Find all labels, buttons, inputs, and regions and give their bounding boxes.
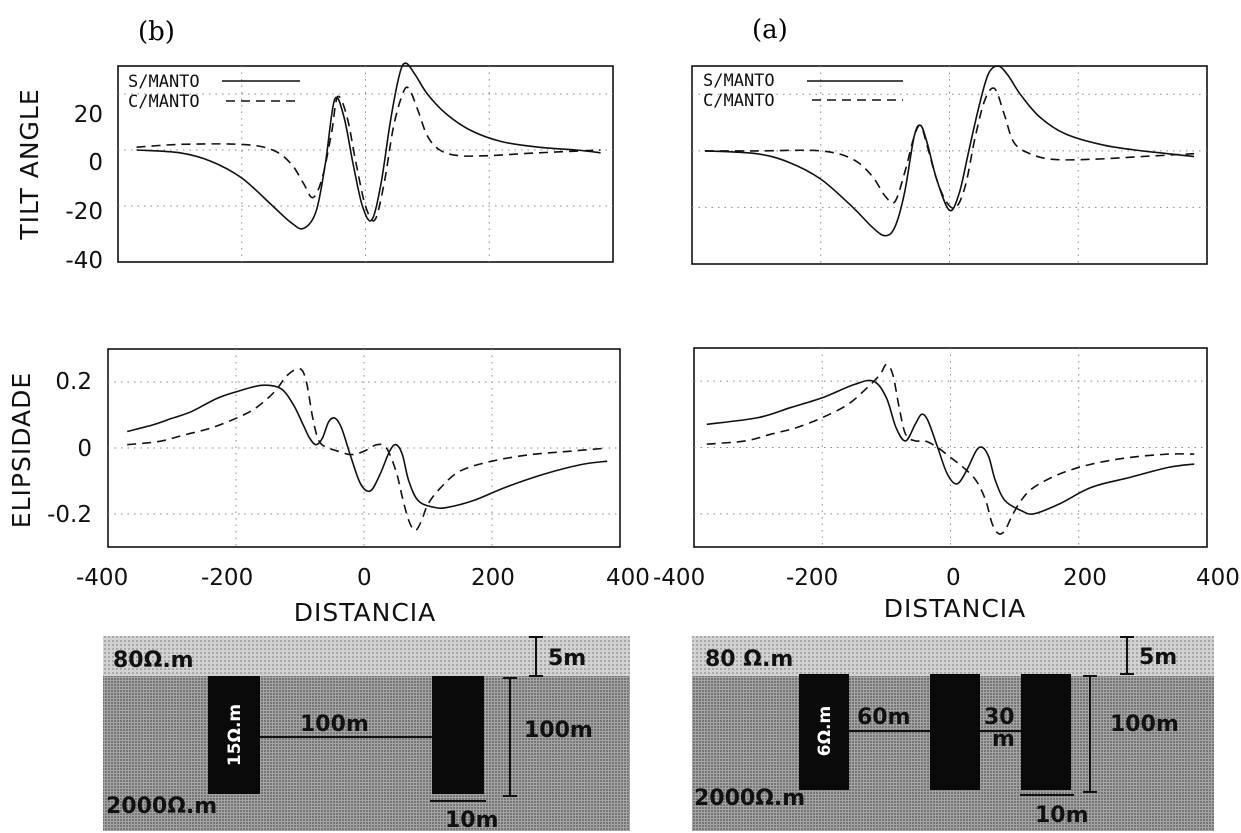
model-diagram-a: 80 Ω.m 2000Ω.m 6Ω.m 60m 30 m 5m 100m 10m <box>692 636 1214 831</box>
width-label: 10m <box>1035 803 1089 828</box>
elip-b-series <box>127 367 608 532</box>
elip-ytick: -0.2 <box>47 502 92 528</box>
legend-label-solid: S/MANTO <box>128 72 200 92</box>
elip-a-series <box>706 363 1195 535</box>
tilt-ytick: -20 <box>65 199 103 225</box>
legend-label-solid: S/MANTO <box>703 71 775 91</box>
spacing2-unit: m <box>992 727 1015 752</box>
elip-y-title: ELIPSIDADE <box>7 372 36 528</box>
spacing-label: 100m <box>300 712 369 737</box>
spacing-label: 60m <box>857 705 911 730</box>
tilt-ytick: -40 <box>65 248 103 274</box>
host-resistivity: 2000Ω.m <box>694 786 805 811</box>
elip-a-series-solid <box>706 379 1195 515</box>
tilt-ytick: 0 <box>88 150 103 176</box>
elip-chart-a: -400 -200 0 200 400 DISTANCIA <box>653 347 1240 623</box>
elip-b-xtick: 0 <box>357 565 372 591</box>
tilt-b-series <box>136 62 601 230</box>
tilt-a-legend: S/MANTO C/MANTO <box>703 71 903 111</box>
conductor-body <box>1021 674 1071 790</box>
thickness-label: 5m <box>548 646 586 671</box>
elip-b-grid <box>108 349 620 547</box>
elip-b-series-solid <box>127 384 608 510</box>
model-diagram-b: 80Ω.m 2000Ω.m 15Ω.m 100m 5m 100m 10m <box>103 636 630 833</box>
overburden-resistivity: 80Ω.m <box>113 648 194 673</box>
elip-a-xtick: 0 <box>946 565 961 591</box>
elip-a-x-title: DISTANCIA <box>884 594 1027 623</box>
tilt-chart-b: TILT ANGLE 20 0 -20 -40 S/MANTO C/MANTO <box>15 62 614 274</box>
elip-a-xtick: -200 <box>786 565 838 591</box>
tilt-b-legend: S/MANTO C/MANTO <box>128 72 300 112</box>
conductor-body <box>208 676 260 794</box>
elip-a-xtick: -400 <box>653 565 705 591</box>
conductor-body <box>432 676 484 794</box>
elip-ytick: 0 <box>77 436 92 462</box>
tilt-ytick: 20 <box>74 102 103 128</box>
tilt-y-title: TILT ANGLE <box>15 88 44 240</box>
tilt-chart-a: S/MANTO C/MANTO <box>691 65 1208 265</box>
elip-b-xtick: -200 <box>201 565 253 591</box>
conductor-body <box>799 674 849 790</box>
tilt-a-grid <box>692 66 1207 264</box>
spacing2-label: 30 <box>984 705 1015 730</box>
conductor-resistivity: 15Ω.m <box>225 704 245 766</box>
conductor-body <box>930 674 980 790</box>
tilt-a-series <box>704 65 1195 237</box>
elip-b-series-dashed <box>127 367 608 532</box>
elip-b-xtick: 200 <box>471 565 515 591</box>
elip-b-xtick: -400 <box>76 565 128 591</box>
thickness-label: 5m <box>1139 645 1177 670</box>
legend-label-dashed: C/MANTO <box>128 92 200 112</box>
overburden-layer <box>103 636 630 676</box>
elip-a-xtick: 400 <box>1196 565 1240 591</box>
depth-label: 100m <box>524 718 593 743</box>
depth-label: 100m <box>1110 712 1179 737</box>
overburden-resistivity: 80 Ω.m <box>705 647 793 672</box>
tilt-b-series-dashed <box>136 86 601 222</box>
elip-a-grid <box>694 348 1207 547</box>
tilt-b-series-solid <box>136 62 601 230</box>
tilt-a-series-solid <box>704 65 1195 237</box>
width-label: 10m <box>445 808 499 833</box>
host-rock <box>103 676 630 831</box>
legend-label-dashed: C/MANTO <box>703 91 775 111</box>
conductor-resistivity: 6Ω.m <box>815 706 835 756</box>
elip-b-x-title: DISTANCIA <box>294 598 437 627</box>
elip-chart-b: ELIPSIDADE 0.2 0 -0.2 -400 -200 0 200 40… <box>7 348 650 627</box>
elip-ytick: 0.2 <box>55 369 92 395</box>
elip-a-series-dashed <box>706 363 1195 535</box>
panel-label-b: (b) <box>138 17 175 47</box>
tilt-a-series-dashed <box>704 87 1195 210</box>
host-resistivity: 2000Ω.m <box>106 794 217 819</box>
elip-b-xtick: 400 <box>606 565 650 591</box>
panel-label-a: (a) <box>752 15 788 45</box>
elip-a-xtick: 200 <box>1063 565 1107 591</box>
